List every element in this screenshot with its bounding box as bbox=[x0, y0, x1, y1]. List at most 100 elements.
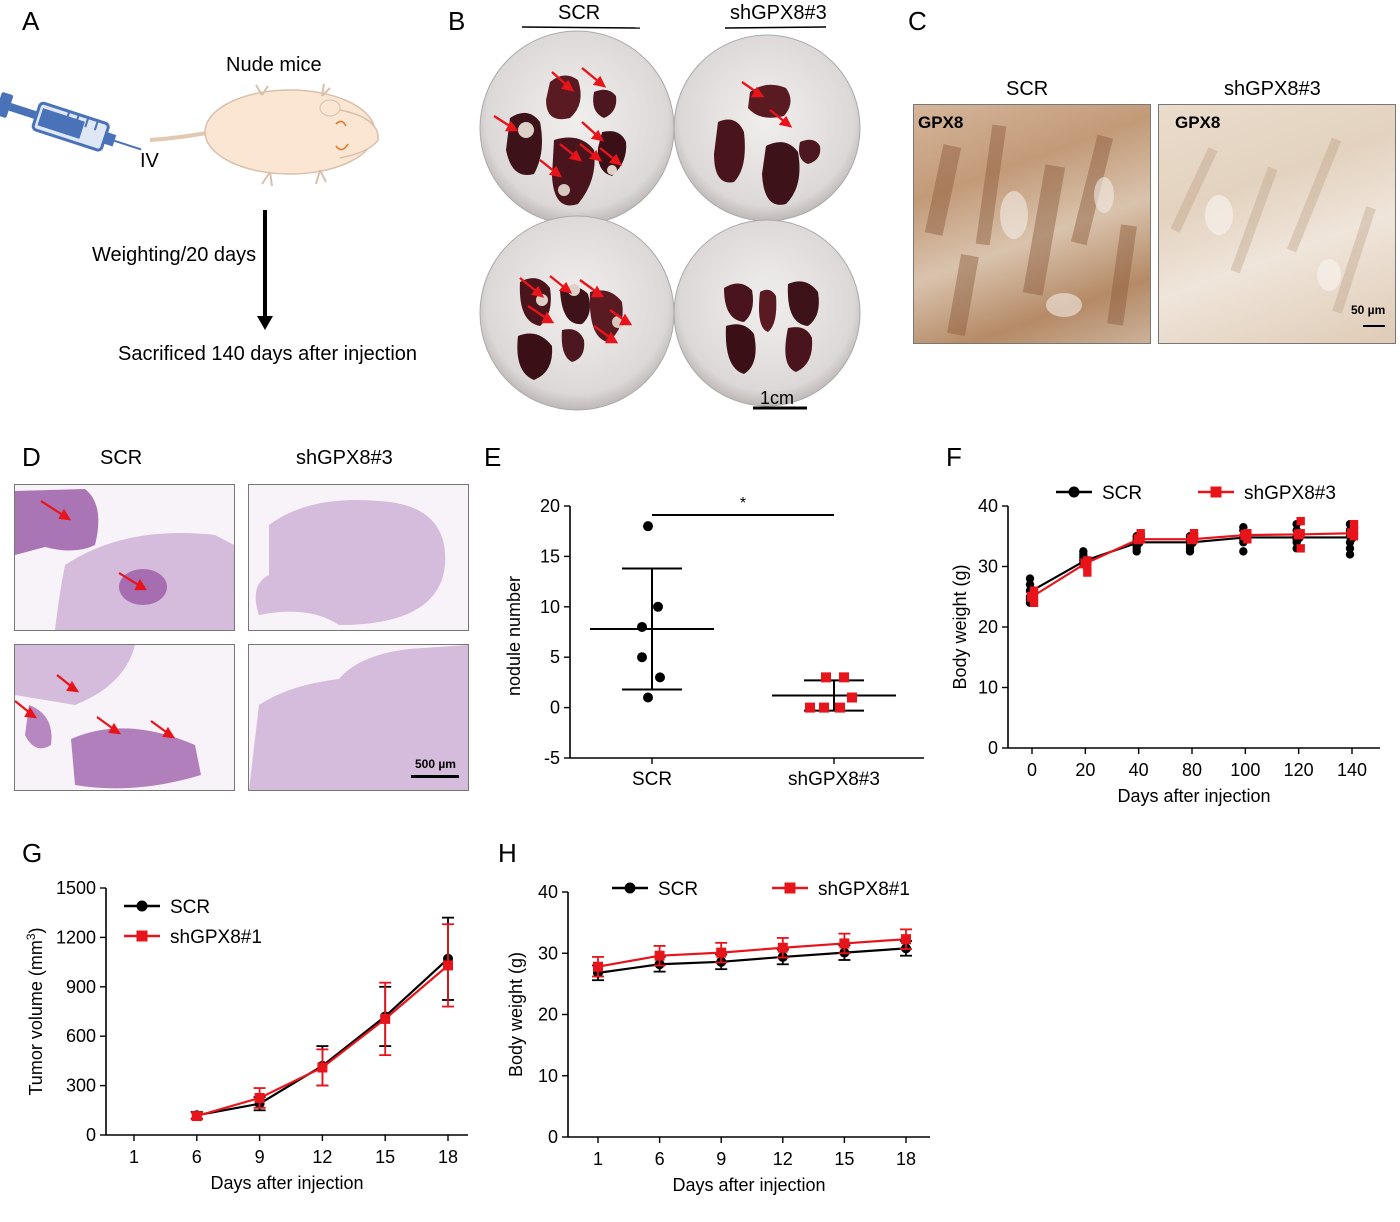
y-tick-label: 10 bbox=[978, 678, 998, 698]
series-marker bbox=[1240, 530, 1251, 541]
chart-e-nodule-number: -5 0 5 10 15 20 nodule number SCR shGPX8#3 * bbox=[504, 495, 924, 790]
he-image-sh-top bbox=[248, 484, 469, 631]
series-marker bbox=[1133, 534, 1144, 545]
y-tick-label: 0 bbox=[988, 738, 998, 758]
dish-sh-top bbox=[673, 34, 861, 222]
legend-label: shGPX8#1 bbox=[170, 927, 262, 948]
syringe-icon bbox=[0, 92, 142, 152]
x-axis-label: Days after injection bbox=[210, 1173, 363, 1193]
data-point bbox=[1345, 544, 1355, 553]
data-point bbox=[1029, 598, 1039, 607]
series-marker bbox=[1347, 528, 1357, 539]
ihc-scalebar bbox=[1363, 325, 1385, 327]
x-tick-label: 40 bbox=[1129, 760, 1149, 780]
data-point bbox=[821, 672, 831, 683]
series-marker bbox=[1293, 529, 1304, 540]
series-marker bbox=[191, 1111, 202, 1122]
series-line bbox=[196, 957, 449, 1117]
chart-f-body-weight: 0 10 20 30 40 0 20 40 80 100 120 140 Days after inje… bbox=[950, 483, 1380, 806]
legend-marker bbox=[784, 882, 796, 894]
legend-marker bbox=[136, 900, 148, 912]
data-point bbox=[1132, 547, 1141, 556]
y-axis-label: Body weight (g) bbox=[506, 952, 526, 1077]
y-axis-label: Body weight (g) bbox=[950, 564, 970, 689]
ihc-image-sh: GPX8 50 µm bbox=[1158, 104, 1396, 344]
he-image-sh-bottom: 500 µm bbox=[248, 644, 469, 791]
legend-label: shGPX8#3 bbox=[1244, 483, 1336, 504]
panel-c-col2: shGPX8#3 bbox=[1224, 78, 1321, 100]
ihc-image-scr: GPX8 bbox=[913, 104, 1151, 344]
panel-letter-c: C bbox=[908, 6, 927, 36]
series-marker bbox=[654, 950, 665, 961]
x-tick-label: 12 bbox=[312, 1147, 332, 1167]
x-tick-label: 9 bbox=[716, 1149, 726, 1169]
y-axis-label: Tumor volume (mm3) bbox=[24, 927, 46, 1095]
y-tick-label: 1500 bbox=[56, 878, 96, 898]
data-point bbox=[1029, 586, 1039, 595]
data-point bbox=[1025, 574, 1035, 583]
he-scalebar-label: 500 µm bbox=[415, 757, 456, 771]
panel-letter-e: E bbox=[484, 442, 502, 472]
legend-marker bbox=[1210, 486, 1222, 498]
data-point bbox=[643, 692, 653, 703]
x-tick-label: 1 bbox=[129, 1147, 139, 1167]
data-point bbox=[637, 652, 647, 663]
series-marker bbox=[1187, 534, 1197, 545]
y-tick-label: 10 bbox=[538, 1066, 558, 1086]
mouse-icon bbox=[149, 83, 379, 187]
x-tick-label: 12 bbox=[773, 1149, 793, 1169]
series-marker bbox=[1027, 591, 1037, 602]
panel-letter-b: B bbox=[448, 6, 466, 36]
data-point bbox=[805, 702, 815, 713]
y-tick-label: 20 bbox=[538, 1005, 558, 1025]
series-line bbox=[597, 947, 907, 974]
x-tick-label: 80 bbox=[1182, 760, 1202, 780]
panel-b-scalebar-label: 1cm bbox=[760, 388, 795, 408]
legend-label: SCR bbox=[1102, 483, 1142, 504]
data-point bbox=[839, 672, 849, 683]
lung-photos bbox=[479, 26, 861, 411]
data-point bbox=[819, 702, 829, 713]
legend-label: SCR bbox=[658, 879, 698, 900]
he-image-scr-top bbox=[14, 484, 235, 631]
step2-label: Sacrificed 140 days after injection bbox=[118, 343, 418, 365]
legend-marker bbox=[1068, 486, 1080, 498]
x-tick-label: 6 bbox=[192, 1147, 202, 1167]
y-tick-label: 30 bbox=[978, 557, 998, 577]
y-tick-label: 300 bbox=[66, 1076, 96, 1096]
series-line bbox=[597, 938, 907, 968]
x-tick-label: 18 bbox=[438, 1147, 458, 1167]
panel-letter-h: H bbox=[498, 838, 517, 868]
x-tick-label: 15 bbox=[375, 1147, 395, 1167]
legend-marker bbox=[624, 882, 636, 894]
y-tick-label: -5 bbox=[544, 748, 560, 768]
y-tick-label: 900 bbox=[66, 977, 96, 997]
series-marker bbox=[254, 1092, 265, 1103]
y-tick-label: 5 bbox=[550, 647, 560, 667]
ihc-scalebar-label: 50 µm bbox=[1351, 303, 1386, 317]
data-point bbox=[1349, 519, 1359, 529]
series-marker bbox=[777, 942, 788, 953]
y-tick-label: 20 bbox=[978, 617, 998, 637]
series-marker bbox=[839, 938, 850, 949]
data-point bbox=[1296, 544, 1305, 553]
x-tick-label: 120 bbox=[1284, 760, 1314, 780]
he-scalebar bbox=[411, 775, 459, 778]
series-marker bbox=[317, 1062, 328, 1073]
nodule-arrows bbox=[493, 67, 793, 344]
data-point bbox=[637, 621, 647, 632]
x-tick-label: SCR bbox=[632, 769, 672, 790]
x-tick-label: shGPX8#3 bbox=[788, 769, 880, 790]
chart-g-tumor-volume: 0 300 600 900 1200 1500 1 6 9 12 15 18 Days after in… bbox=[24, 878, 468, 1193]
y-tick-label: 0 bbox=[548, 1127, 558, 1147]
panel-letter-g: G bbox=[22, 838, 43, 868]
data-point bbox=[655, 672, 665, 683]
significance-label: * bbox=[740, 495, 746, 512]
x-tick-label: 140 bbox=[1337, 760, 1367, 780]
y-tick-label: 10 bbox=[540, 597, 560, 617]
panel-d-col2: shGPX8#3 bbox=[296, 447, 393, 469]
ihc-stain-label-sh: GPX8 bbox=[1175, 113, 1221, 132]
x-tick-label: 6 bbox=[655, 1149, 665, 1169]
y-tick-label: 0 bbox=[550, 698, 560, 718]
route-label: IV bbox=[140, 150, 159, 172]
